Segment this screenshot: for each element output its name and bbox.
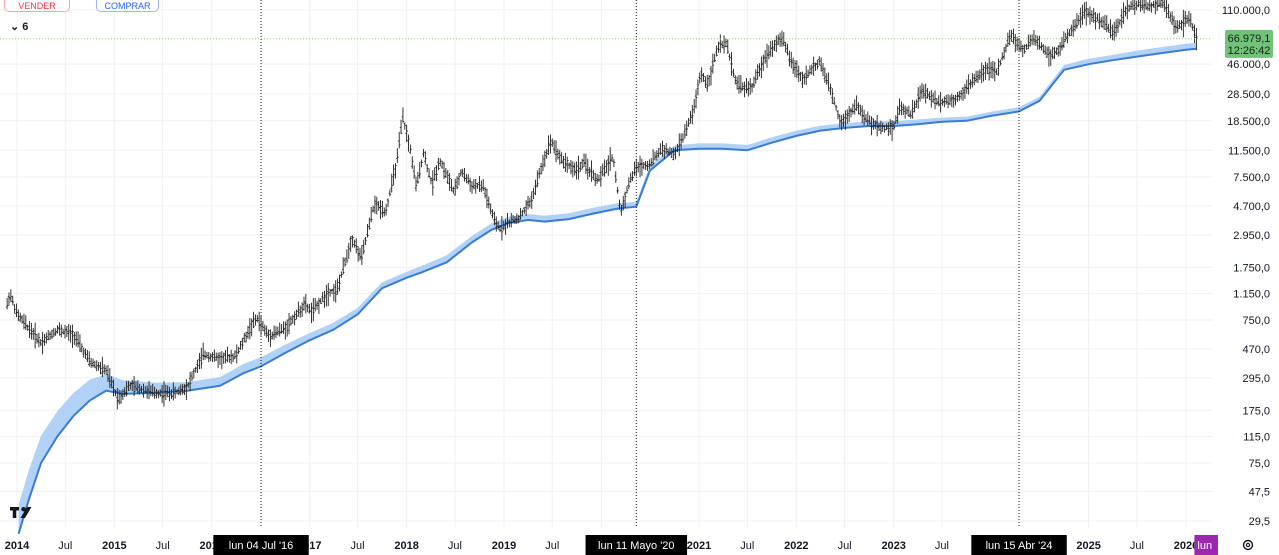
date-axis-label: 2015 bbox=[102, 540, 126, 552]
axes: 110.000,0 46.000,0 28.500,0 18.500,0 11.500,… bbox=[0, 5, 1273, 555]
date-axis-label: Jul bbox=[935, 540, 949, 552]
price-axis-label: 115,0 bbox=[1243, 431, 1270, 443]
price-axis-label: 7.500,0 bbox=[1233, 172, 1270, 184]
last-price-value: 66.979,1 bbox=[1228, 33, 1271, 45]
current-date-label: lun bbox=[1197, 540, 1212, 552]
sell-button[interactable]: VENDER bbox=[4, 0, 70, 12]
date-axis-label: 2022 bbox=[784, 540, 808, 552]
price-axis-label: 1.750,0 bbox=[1233, 262, 1270, 274]
date-axis-label: Jul bbox=[156, 540, 170, 552]
marker-date-label: lun 11 Mayo '20 bbox=[598, 540, 675, 552]
date-axis-label: 2023 bbox=[881, 540, 905, 552]
last-price-countdown: 12:26:42 bbox=[1228, 45, 1271, 57]
price-axis-label: 2.950,0 bbox=[1233, 230, 1270, 242]
chevron-down-icon: ⌄ bbox=[10, 21, 20, 33]
price-axis-label: 1.150,0 bbox=[1233, 288, 1270, 300]
date-axis-label: 2025 bbox=[1076, 540, 1100, 552]
price-axis-label: 46.000,0 bbox=[1227, 59, 1270, 71]
price-axis-label: 750,0 bbox=[1242, 315, 1270, 327]
price-axis-label: 295,0 bbox=[1242, 373, 1270, 385]
marker-date-box bbox=[213, 535, 309, 555]
date-axis-label: 2021 bbox=[687, 540, 711, 552]
date-axis-label: Jul bbox=[545, 540, 559, 552]
date-axis-label: 2014 bbox=[5, 540, 30, 552]
chart-grid bbox=[0, 0, 1212, 528]
price-axis-label: 110.000,0 bbox=[1222, 5, 1270, 17]
date-axis-label: 2018 bbox=[394, 540, 418, 552]
band-series bbox=[17, 42, 1197, 535]
price-axis-label: 4.700,0 bbox=[1233, 201, 1270, 213]
price-axis-label: 29,5 bbox=[1249, 516, 1270, 528]
buy-button[interactable]: COMPRAR bbox=[96, 0, 159, 12]
last-price-box bbox=[1225, 29, 1273, 58]
date-axis-label: 2026 bbox=[1174, 540, 1198, 552]
marker-date-label: lun 04 Jul '16 bbox=[229, 540, 293, 552]
marker-date-box bbox=[585, 535, 688, 555]
date-markers bbox=[260, 0, 1020, 528]
price-axis-label: 47,5 bbox=[1249, 486, 1270, 498]
date-axis-label: Jul bbox=[351, 540, 365, 552]
price-axis-label: 75,0 bbox=[1249, 458, 1270, 470]
indicator-toggle[interactable]: ⌄ 6 bbox=[6, 19, 33, 36]
band-area bbox=[18, 42, 1197, 534]
date-axis-label: Jul bbox=[740, 540, 754, 552]
price-axis-label: 175,0 bbox=[1242, 405, 1270, 417]
price-axis-label: 28.500,0 bbox=[1227, 89, 1270, 101]
date-axis-label: Jul bbox=[1130, 540, 1144, 552]
price-series bbox=[5, 0, 1198, 410]
date-axis-label: Jul bbox=[838, 540, 852, 552]
price-axis-label: 18.500,0 bbox=[1227, 116, 1270, 128]
current-date-box bbox=[1194, 535, 1218, 555]
band-line bbox=[17, 47, 1197, 535]
date-axis-label: Jul bbox=[448, 540, 462, 552]
marker-date-box bbox=[971, 535, 1067, 555]
marker-date-label: lun 15 Abr '24 bbox=[986, 540, 1053, 552]
gear-icon[interactable] bbox=[1242, 539, 1254, 551]
indicator-count: 6 bbox=[22, 21, 29, 33]
price-axis-label: 11.500,0 bbox=[1228, 145, 1270, 157]
date-axis-label: 2019 bbox=[492, 540, 516, 552]
price-axis-label: 470,0 bbox=[1242, 344, 1270, 356]
tradingview-logo-icon[interactable] bbox=[10, 507, 32, 518]
date-axis-label: Jul bbox=[58, 540, 72, 552]
